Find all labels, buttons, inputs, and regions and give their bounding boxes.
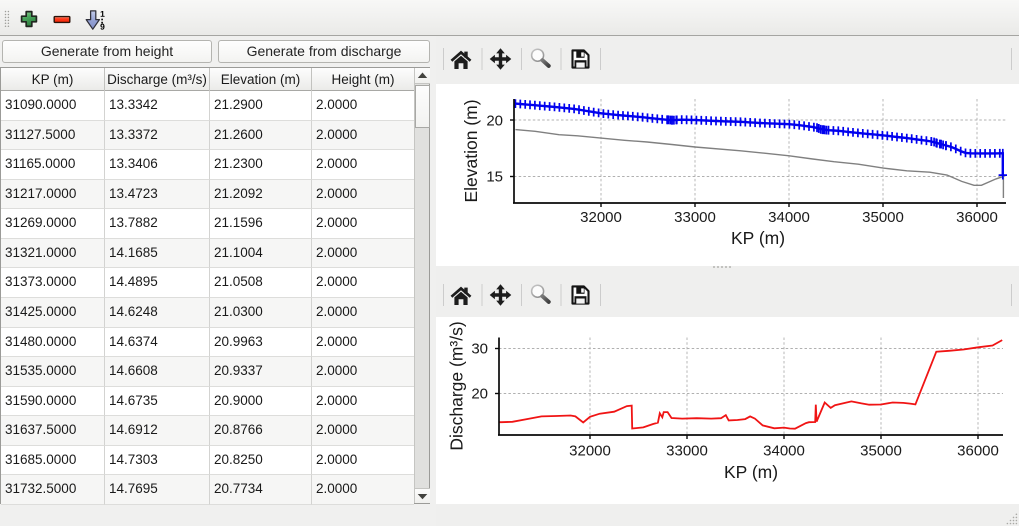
svg-text:33000: 33000 — [666, 443, 708, 460]
svg-text:15: 15 — [486, 169, 503, 186]
svg-text:KP (m): KP (m) — [724, 462, 778, 482]
svg-text:34000: 34000 — [768, 209, 810, 226]
svg-text:32000: 32000 — [569, 443, 611, 460]
svg-text:36000: 36000 — [957, 443, 999, 460]
svg-text:KP (m): KP (m) — [731, 228, 785, 248]
svg-text:30: 30 — [471, 341, 488, 358]
svg-text:20: 20 — [486, 113, 503, 130]
svg-text:35000: 35000 — [862, 209, 904, 226]
svg-text:32000: 32000 — [580, 209, 622, 226]
svg-text:34000: 34000 — [763, 443, 805, 460]
svg-text:35000: 35000 — [860, 443, 902, 460]
svg-text:20: 20 — [471, 386, 488, 403]
svg-text:Elevation (m): Elevation (m) — [461, 99, 481, 202]
svg-text:36000: 36000 — [956, 209, 998, 226]
svg-text:33000: 33000 — [674, 209, 716, 226]
svg-text:Discharge (m³/s): Discharge (m³/s) — [447, 321, 467, 450]
